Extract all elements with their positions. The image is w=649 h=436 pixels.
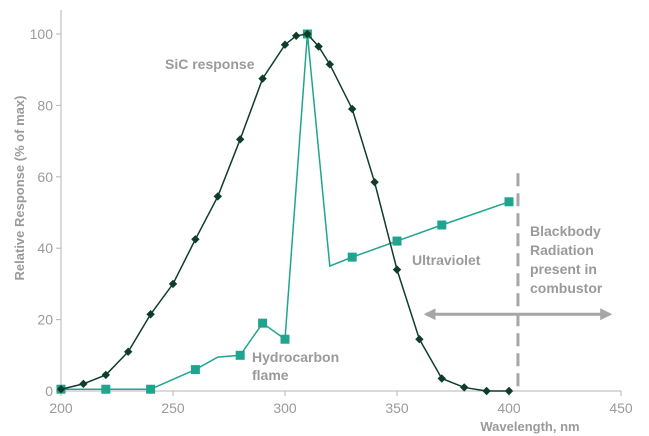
flame-series-line: [61, 33, 510, 390]
series-hydrocarbon-flame: [56, 29, 514, 394]
sic-series-markers: [56, 29, 514, 396]
sic-data-point: [213, 192, 222, 201]
y-tick-label: 20: [37, 312, 53, 328]
flame-data-point: [235, 350, 245, 360]
sic-data-point: [348, 104, 357, 114]
sic-data-point: [504, 386, 514, 396]
flame-data-point: [258, 318, 268, 328]
sic-data-point: [101, 370, 110, 380]
sic-data-point: [124, 347, 133, 356]
flame-data-point: [280, 334, 290, 344]
sic-data-point: [370, 177, 379, 187]
x-tick-label: 450: [609, 400, 633, 416]
sic-data-point: [325, 60, 334, 69]
x-tick-label: 350: [385, 400, 409, 416]
axes: [60, 10, 621, 392]
flame-data-point: [190, 365, 200, 375]
sic-data-point: [79, 379, 88, 389]
x-ticks: 200 250 300 350 400 450: [49, 391, 633, 416]
annotation-hydrocarbon-line1: Hydrocarbon: [252, 349, 339, 365]
sic-data-point: [482, 386, 491, 396]
sic-data-point: [314, 42, 323, 51]
x-tick-label: 200: [49, 400, 73, 416]
flame-data-point: [504, 197, 514, 207]
sic-data-point: [437, 374, 446, 383]
x-tick-label: 250: [161, 400, 185, 416]
sic-data-point: [258, 74, 267, 83]
sic-data-point: [168, 279, 178, 289]
flame-data-point: [146, 384, 156, 394]
x-axis-title: Wavelength, nm: [480, 419, 579, 434]
sic-data-point: [146, 310, 155, 319]
sic-data-point: [191, 235, 200, 244]
y-tick-label: 80: [37, 97, 53, 113]
annotation-ultraviolet: Ultraviolet: [412, 252, 481, 268]
flame-data-point: [101, 384, 111, 394]
sic-data-point: [303, 29, 312, 39]
y-tick-label: 60: [37, 169, 53, 185]
y-axis-title: Relative Response (% of max): [12, 96, 27, 281]
annotation-blackbody-line4: combustor: [530, 280, 603, 296]
annotation-blackbody-line3: present in: [530, 261, 597, 277]
x-tick-label: 300: [273, 400, 297, 416]
sic-data-point: [236, 135, 245, 144]
y-tick-label: 0: [45, 383, 53, 399]
flame-data-point: [392, 236, 402, 246]
sic-data-point: [292, 31, 301, 40]
flame-data-point: [437, 220, 447, 230]
annotation-hydrocarbon-line2: flame: [252, 367, 289, 383]
annotation-sic-response: SiC response: [165, 56, 255, 72]
series-sic-response: [56, 29, 514, 396]
sic-data-point: [460, 383, 469, 392]
sic-data-point: [280, 40, 290, 49]
flame-series-markers: [56, 29, 514, 394]
y-tick-label: 100: [30, 26, 54, 42]
y-tick-label: 40: [37, 240, 53, 256]
y-ticks: 0 20 40 60 80 100: [30, 26, 61, 399]
annotation-blackbody-line2: Radiation: [530, 242, 594, 258]
annotation-blackbody-line1: Blackbody: [530, 223, 601, 239]
sic-data-point: [56, 385, 66, 394]
sic-data-point: [415, 335, 424, 344]
flame-data-point: [347, 252, 357, 262]
x-tick-label: 400: [497, 400, 521, 416]
sic-data-point: [392, 265, 402, 274]
